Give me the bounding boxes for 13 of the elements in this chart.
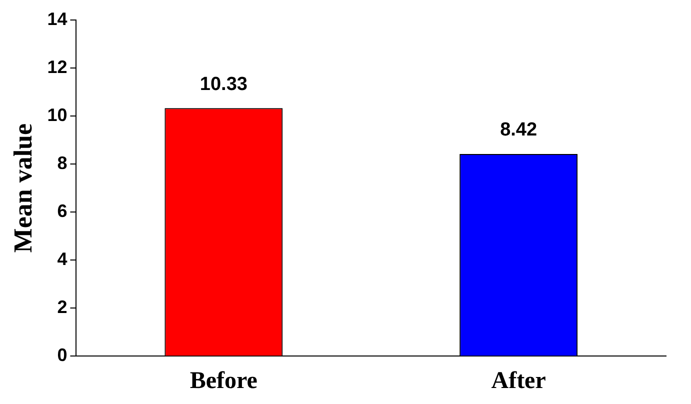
- y-tick-label: 0: [57, 345, 68, 366]
- data-label: 10.33: [200, 74, 248, 95]
- x-tick-label: After: [491, 368, 546, 394]
- y-tick-label: 10: [47, 105, 68, 126]
- x-tick-label: Before: [190, 368, 258, 394]
- y-tick-label: 8: [57, 153, 68, 174]
- y-tick-label: 4: [57, 249, 68, 270]
- y-tick-label: 12: [47, 56, 68, 77]
- y-tick-label: 6: [57, 201, 68, 222]
- y-tick-label: 2: [57, 297, 68, 318]
- y-tick-label: 14: [47, 8, 68, 29]
- y-axis-title: Mean value: [8, 123, 38, 253]
- data-label: 8.42: [500, 120, 538, 141]
